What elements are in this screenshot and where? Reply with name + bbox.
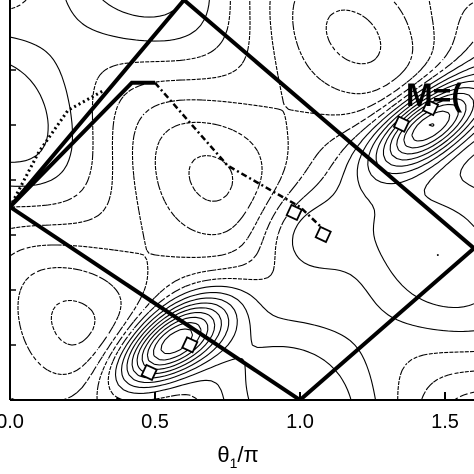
contour-level-11 <box>131 80 474 379</box>
contour-level-17 <box>428 123 435 127</box>
series-line-0 <box>10 0 474 400</box>
series-line-1 <box>10 80 155 209</box>
marker-2 <box>181 336 199 354</box>
contour-level-7 <box>10 0 474 400</box>
series-line-2 <box>154 81 330 236</box>
path-lines <box>10 0 474 400</box>
marker-6 <box>421 98 440 117</box>
axes <box>9 0 474 401</box>
marker-5 <box>392 115 411 133</box>
x-axis-label: θ1/π <box>217 442 258 471</box>
contour-level-4 <box>17 0 414 376</box>
series-line-3 <box>10 89 104 208</box>
contour-level-14 <box>146 98 467 366</box>
contour-level-10 <box>126 73 474 384</box>
contour-level-6 <box>10 0 474 400</box>
marker-3 <box>140 363 158 382</box>
contour-lines <box>10 0 474 400</box>
marker-0 <box>285 203 303 222</box>
x-tick-label-2: 1.0 <box>286 411 314 433</box>
contour-level-16 <box>160 110 451 355</box>
x-tick-labels: 0.0 0.5 1.0 1.5 <box>0 392 459 433</box>
x-tick-label-1: 0.5 <box>141 411 169 433</box>
panel-label: M=( <box>406 77 462 113</box>
contour-level-8 <box>10 0 474 400</box>
marker-1 <box>314 225 332 244</box>
x-tick-label-3: 1.5 <box>431 411 459 433</box>
contour-level-3 <box>50 9 382 346</box>
contour-level-12 <box>136 87 474 375</box>
contour-level-9 <box>10 0 474 400</box>
x-tick-label-0: 0.0 <box>0 411 24 433</box>
markers <box>111 98 440 400</box>
marker-4 <box>111 396 129 400</box>
contour-level-5 <box>10 0 474 400</box>
